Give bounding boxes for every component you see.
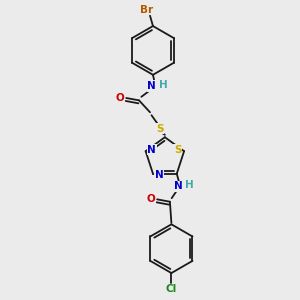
Text: N: N xyxy=(147,145,156,155)
Text: O: O xyxy=(147,194,156,204)
Text: H: H xyxy=(185,180,194,190)
Text: N: N xyxy=(154,170,163,180)
Text: S: S xyxy=(174,145,181,155)
Text: Cl: Cl xyxy=(166,284,177,294)
Text: H: H xyxy=(159,80,168,90)
Text: Br: Br xyxy=(140,5,153,15)
Text: N: N xyxy=(147,81,156,91)
Text: O: O xyxy=(116,93,125,103)
Text: S: S xyxy=(156,124,164,134)
Text: N: N xyxy=(174,181,182,191)
